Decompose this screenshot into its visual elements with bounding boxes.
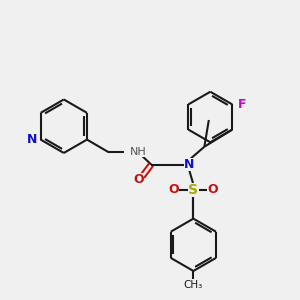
Text: O: O — [207, 183, 218, 196]
Text: NH: NH — [130, 147, 146, 157]
Text: N: N — [184, 158, 194, 171]
Text: F: F — [238, 98, 247, 111]
Text: O: O — [169, 183, 179, 196]
Text: CH₃: CH₃ — [184, 280, 203, 290]
Text: N: N — [27, 133, 37, 146]
Text: S: S — [188, 183, 198, 197]
Text: O: O — [134, 173, 144, 186]
